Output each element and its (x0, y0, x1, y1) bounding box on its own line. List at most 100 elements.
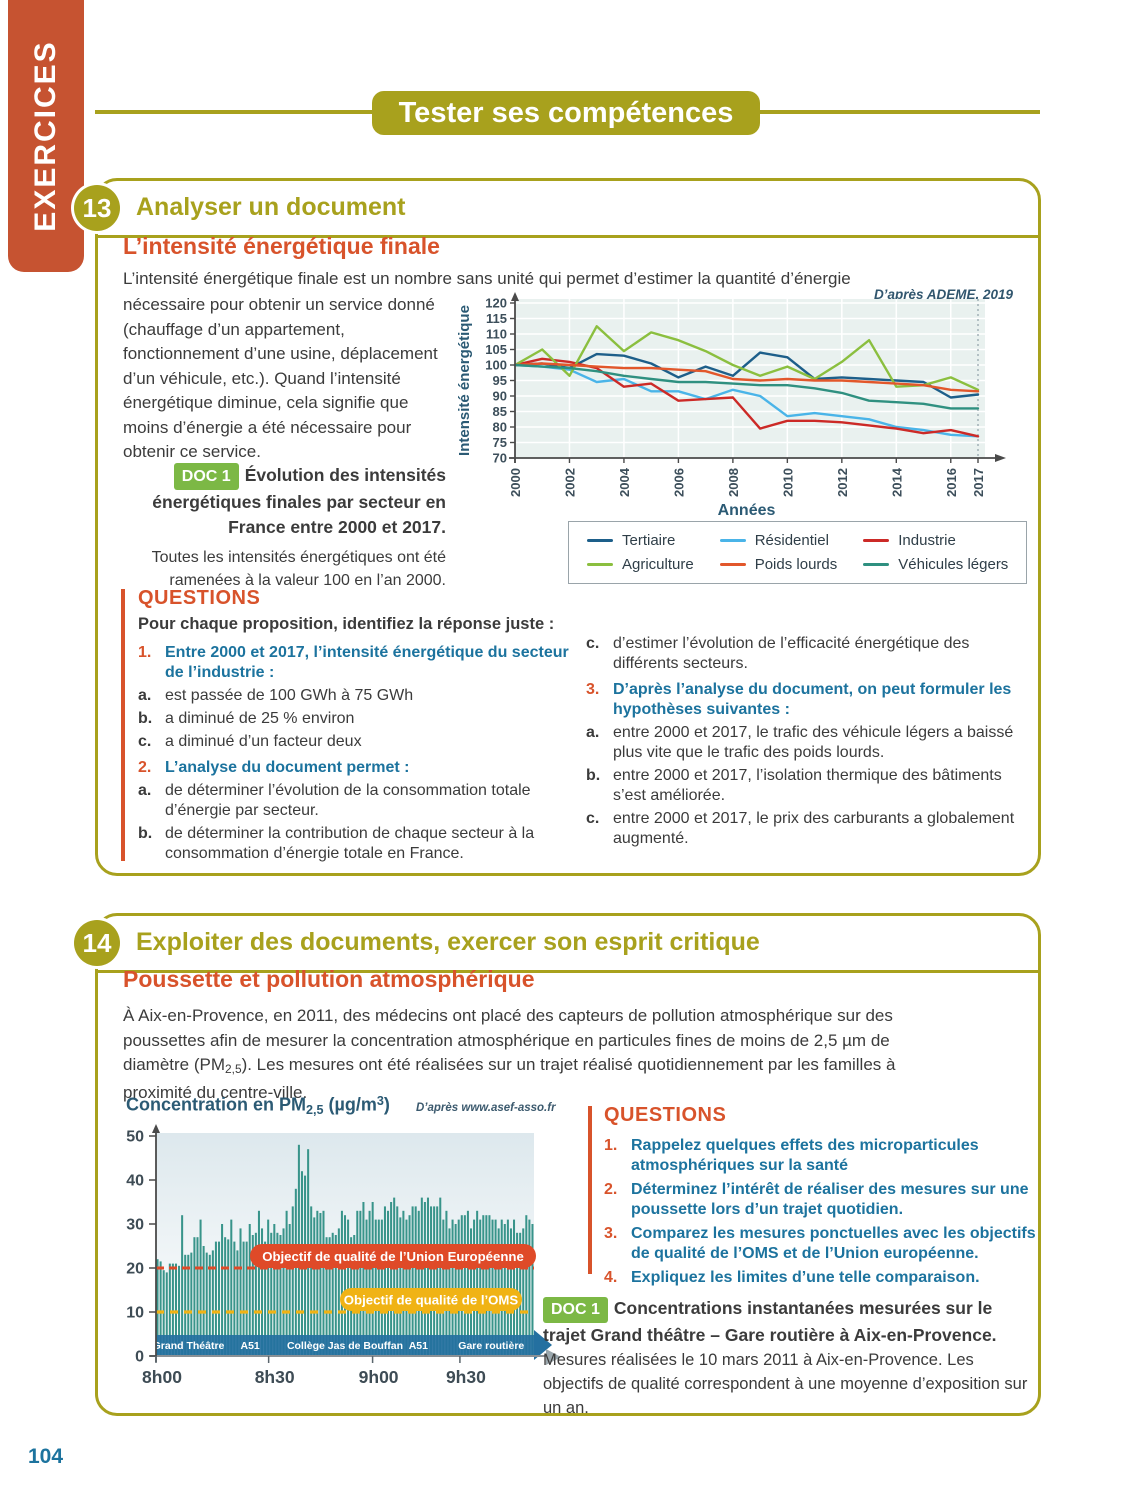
svg-text:2002: 2002 (562, 468, 577, 497)
svg-text:8h30: 8h30 (255, 1367, 295, 1387)
question-number: a. (138, 687, 152, 704)
svg-text:115: 115 (486, 311, 507, 326)
question-item: 2. Déterminez l’intérêt de réaliser des m… (604, 1181, 1029, 1218)
svg-text:A51: A51 (240, 1340, 259, 1352)
question-number: 2. (604, 1181, 618, 1198)
side-tab-label: EXERCICES (29, 40, 62, 232)
question-item: 2. L’analyse du document permet : (138, 759, 410, 776)
svg-text:10: 10 (126, 1305, 144, 1322)
exercise-13-box: 13 Analyser un document L’intensité éner… (74, 178, 1041, 876)
legend-item: Véhicules légers (863, 556, 1008, 573)
question-number: c. (138, 733, 152, 750)
svg-text:2017: 2017 (971, 468, 986, 497)
option-item: a. de déterminer l’évolution de la consom… (138, 782, 531, 819)
question-item: 1. Entre 2000 et 2017, l’intensité énergé… (138, 644, 569, 681)
intro-text: nécessaire pour obtenir un service donné… (123, 295, 438, 461)
option-item: c. d’estimer l’évolution de l’efficacité … (586, 635, 970, 672)
exercise-number-badge: 14 (74, 920, 120, 966)
svg-text:110: 110 (486, 327, 507, 342)
option-item: b. a diminué de 25 % environ (138, 710, 355, 727)
legend-item: Poids lourds (719, 556, 837, 573)
svg-text:50: 50 (126, 1129, 144, 1146)
doc1-caption-note: Mesures réalisées le 10 mars 2011 à Aix-… (543, 1351, 1028, 1417)
banner-label: Tester ses compétences (398, 96, 734, 129)
doc-title: L’intensité énergétique finale (123, 233, 440, 259)
question-number: c. (586, 810, 600, 827)
svg-text:85: 85 (493, 404, 507, 419)
question-item: 1. Rappelez quelques effets des micropart… (604, 1137, 979, 1174)
svg-text:2006: 2006 (671, 468, 686, 497)
legend-swatch (587, 562, 613, 567)
question-number: b. (138, 710, 153, 727)
question-number: 3. (586, 681, 600, 698)
svg-text:0: 0 (135, 1349, 144, 1366)
exercise-skill-title: Exploiter des documents, exercer son esp… (136, 928, 760, 956)
legend-swatch (719, 538, 746, 543)
svg-text:2008: 2008 (726, 468, 741, 497)
svg-text:90: 90 (493, 389, 507, 404)
svg-text:Collège Jas de Bouffan: Collège Jas de Bouffan (287, 1340, 403, 1352)
questions-rule (588, 1106, 592, 1274)
questions-heading: QUESTIONS (604, 1104, 727, 1126)
doc1-badge: DOC 1 (173, 463, 239, 490)
svg-text:95: 95 (493, 373, 507, 388)
doc1-badge: DOC 1 (543, 1297, 608, 1323)
page-banner: Tester ses compétences (372, 91, 760, 135)
svg-text:Gare routière: Gare routière (458, 1340, 524, 1352)
exercise-number-badge: 13 (74, 185, 120, 231)
exercise-skill-title: Analyser un document (136, 193, 406, 221)
legend-swatch (863, 562, 890, 567)
question-number: 1. (138, 644, 152, 661)
legend-item: Tertiaire (587, 532, 694, 549)
legend-swatch (863, 538, 890, 543)
doc1-caption-bold: DOC 1 Évolution des intensités énergétiqu… (128, 463, 446, 540)
question-number: 2. (138, 759, 152, 776)
question-item: 3. D’après l’analyse du document, on peut… (586, 681, 1012, 718)
doc1-caption-title: Évolution des intensités énergétiques fi… (152, 465, 446, 537)
doc1-caption-note: Toutes les intensités énergétiques ont é… (151, 549, 446, 589)
bar-chart-title: Concentration en PM2,5 (µg/m3) (126, 1094, 390, 1117)
svg-text:9h30: 9h30 (446, 1367, 486, 1387)
option-item: a. est passée de 100 GWh à 75 GWh (138, 687, 414, 704)
legend-item: Industrie (863, 532, 1008, 549)
svg-text:2000: 2000 (508, 468, 523, 497)
question-number: a. (138, 782, 152, 799)
question-number: b. (586, 767, 601, 784)
svg-text:105: 105 (485, 342, 507, 357)
question-number: 4. (604, 1269, 618, 1286)
option-item: a. entre 2000 et 2017, le trafic des véhi… (586, 724, 1014, 761)
questions-heading: QUESTIONS (138, 587, 261, 609)
pm25-bar-chart: Grand Théâtre A51 Collège Jas de Bouffan A5… (126, 1124, 561, 1387)
question-number: a. (586, 724, 600, 741)
questions-column-left: 1. Entre 2000 et 2017, l’intensité énergé… (138, 637, 578, 864)
question-number: b. (138, 825, 153, 842)
doc-title: Poussette et pollution atmosphérique (123, 966, 535, 992)
question-item: 4. Expliquez les limites d’une telle comp… (604, 1269, 980, 1286)
svg-text:40: 40 (126, 1173, 144, 1190)
questions-rule (121, 589, 125, 861)
doc1-caption: DOC 1 Évolution des intensités énergétiqu… (128, 463, 446, 592)
doc1-caption-title: Concentrations instantanées mesurées sur… (543, 1298, 997, 1345)
intro-line1: L’intensité énergétique finale est un no… (123, 269, 851, 288)
svg-text:100: 100 (485, 358, 507, 373)
option-item: b. entre 2000 et 2017, l’isolation thermi… (586, 767, 1002, 804)
exercises-side-tab: EXERCICES (8, 0, 84, 272)
svg-text:Grand Théâtre: Grand Théâtre (153, 1340, 225, 1352)
intro-text: À Aix-en-Provence, en 2011, des médecins… (123, 1006, 896, 1103)
svg-text:70: 70 (493, 451, 507, 466)
question-number: 3. (604, 1225, 618, 1242)
option-item: c. entre 2000 et 2017, le prix des carbur… (586, 810, 1015, 847)
legend-swatch (719, 562, 746, 567)
questions-list: 1. Rappelez quelques effets des micropart… (604, 1132, 1049, 1288)
svg-text:30: 30 (126, 1217, 144, 1234)
question-item: 3. Comparez les mesures ponctuelles avec … (604, 1225, 1036, 1262)
option-item: b. de déterminer la contribution de chaqu… (138, 825, 535, 862)
svg-text:75: 75 (493, 435, 507, 450)
svg-text:2016: 2016 (944, 468, 959, 497)
svg-text:2010: 2010 (780, 468, 795, 497)
svg-text:120: 120 (485, 296, 507, 311)
legend-swatch (587, 538, 613, 543)
svg-text:2014: 2014 (889, 467, 904, 497)
